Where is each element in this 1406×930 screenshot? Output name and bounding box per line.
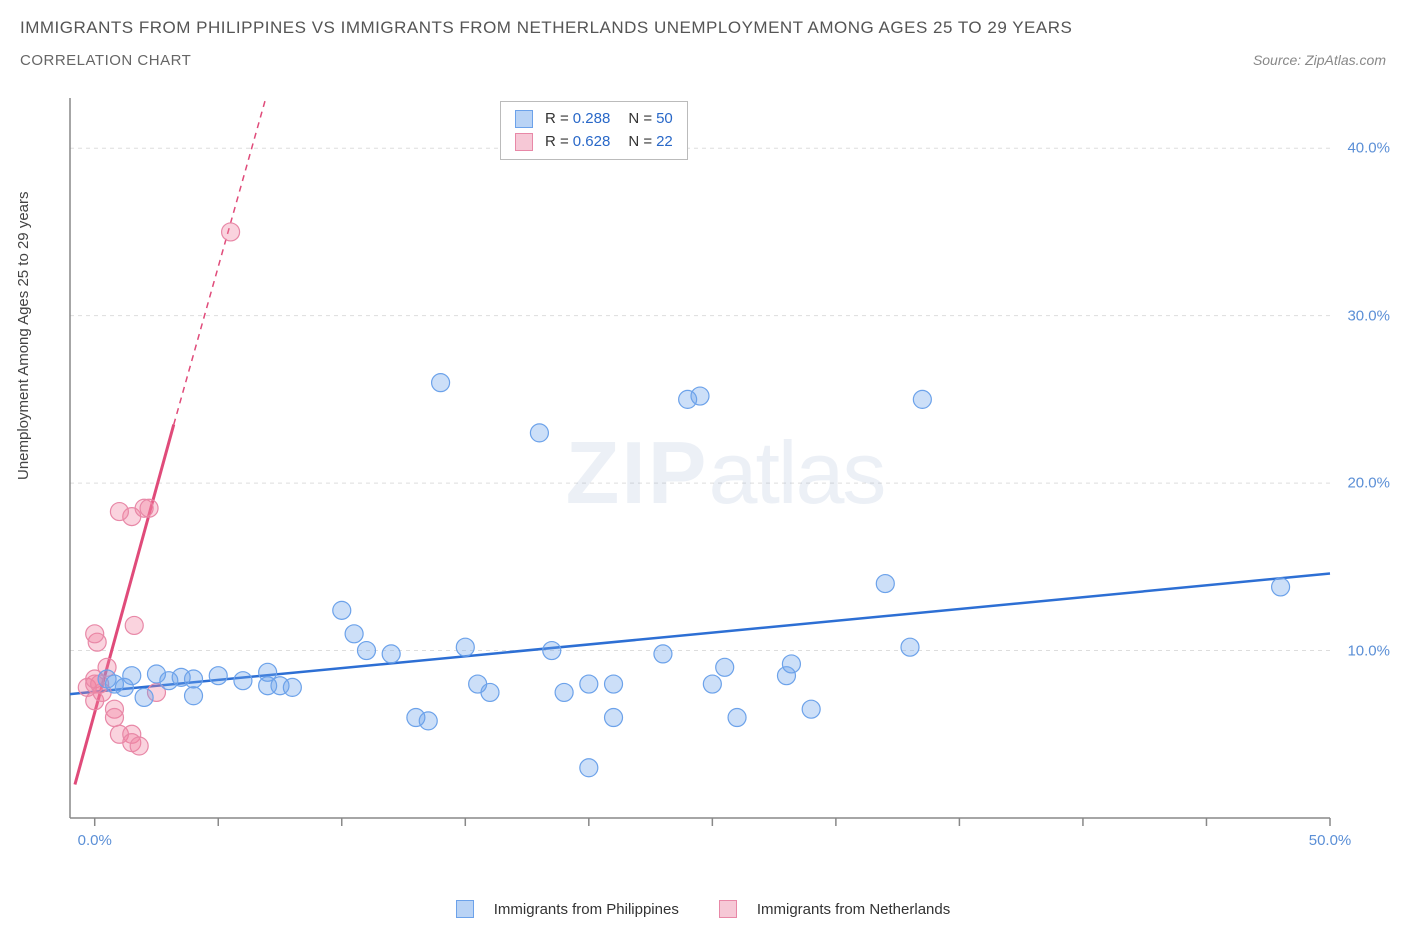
chart-title: IMMIGRANTS FROM PHILIPPINES VS IMMIGRANT… — [20, 18, 1386, 38]
legend-r-value: 0.628 — [573, 131, 611, 154]
legend-r-value: 0.288 — [573, 108, 611, 131]
chart-subtitle: CORRELATION CHART — [20, 52, 191, 69]
legend-item: Immigrants from Netherlands — [719, 900, 950, 918]
legend-item: Immigrants from Philippines — [456, 900, 679, 918]
correlation-legend: R = 0.288 N = 50 R = 0.628 N = 22 — [500, 101, 688, 160]
x-tick-label: 50.0% — [1309, 832, 1352, 849]
legend-n-label: N = — [628, 108, 652, 131]
legend-swatch — [456, 900, 474, 918]
source-attribution: Source: ZipAtlas.com — [1253, 52, 1386, 68]
y-tick-label: 40.0% — [1347, 140, 1390, 157]
legend-label: Immigrants from Philippines — [494, 901, 679, 918]
legend-swatch — [515, 110, 533, 128]
legend-n-value: 22 — [656, 131, 673, 154]
legend-r-label: R = — [545, 131, 569, 154]
series-legend: Immigrants from Philippines Immigrants fr… — [0, 900, 1406, 918]
x-tick-label: 0.0% — [78, 832, 112, 849]
legend-n-value: 50 — [656, 108, 673, 131]
y-tick-label: 30.0% — [1347, 307, 1390, 324]
legend-n-label: N = — [628, 131, 652, 154]
legend-row: R = 0.288 N = 50 — [515, 108, 673, 131]
plot-area: ZIPatlas R = 0.288N = 50R = 0.628N = 22 … — [60, 98, 1390, 858]
legend-row: R = 0.628 N = 22 — [515, 131, 673, 154]
scatter-svg — [60, 98, 1390, 858]
legend-swatch — [515, 133, 533, 151]
y-tick-label: 10.0% — [1347, 642, 1390, 659]
y-tick-label: 20.0% — [1347, 475, 1390, 492]
y-axis-label: Unemployment Among Ages 25 to 29 years — [15, 191, 32, 480]
legend-label: Immigrants from Netherlands — [757, 901, 950, 918]
legend-r-label: R = — [545, 108, 569, 131]
legend-swatch — [719, 900, 737, 918]
